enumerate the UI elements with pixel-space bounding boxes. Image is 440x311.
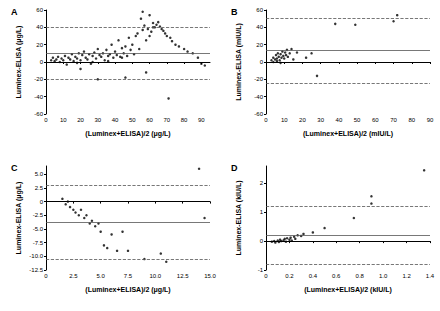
svg-text:30: 30 <box>317 117 324 123</box>
svg-text:0.4: 0.4 <box>309 273 318 279</box>
svg-text:40: 40 <box>256 24 263 30</box>
svg-text:-60: -60 <box>254 111 263 117</box>
svg-text:50: 50 <box>354 117 361 123</box>
svg-text:10: 10 <box>281 117 288 123</box>
svg-text:-40: -40 <box>254 94 263 100</box>
svg-text:0: 0 <box>44 117 48 123</box>
svg-text:20: 20 <box>77 117 84 123</box>
svg-text:C: C <box>11 163 18 173</box>
svg-text:(Luminex+ELISA)/2 (mIU/L): (Luminex+ELISA)/2 (mIU/L) <box>303 130 393 138</box>
svg-text:(Luminex+ELISA)/2 (kIU/L): (Luminex+ELISA)/2 (kIU/L) <box>304 286 392 294</box>
svg-text:D: D <box>231 163 238 173</box>
svg-text:Luminex-ELISA (mIU/L): Luminex-ELISA (mIU/L) <box>235 23 243 101</box>
svg-text:12.5: 12.5 <box>177 273 189 279</box>
svg-text:40: 40 <box>336 117 343 123</box>
svg-text:1.2: 1.2 <box>402 273 411 279</box>
svg-text:-40: -40 <box>34 94 43 100</box>
svg-text:-1: -1 <box>258 267 264 273</box>
svg-text:50: 50 <box>129 117 136 123</box>
svg-text:-20: -20 <box>34 76 43 82</box>
svg-text:Luminex-ELISA (kIU/L): Luminex-ELISA (kIU/L) <box>235 180 243 255</box>
svg-text:70: 70 <box>390 117 397 123</box>
svg-text:(Luminex+ELISA)/2 (μg/L): (Luminex+ELISA)/2 (μg/L) <box>85 130 170 138</box>
svg-text:-60: -60 <box>34 111 43 117</box>
svg-text:A: A <box>11 7 18 17</box>
svg-text:0: 0 <box>264 273 268 279</box>
svg-text:20: 20 <box>299 117 306 123</box>
svg-text:B: B <box>231 7 238 17</box>
svg-text:-20: -20 <box>254 76 263 82</box>
svg-text:60: 60 <box>146 117 153 123</box>
svg-text:0.2: 0.2 <box>285 273 294 279</box>
svg-text:20: 20 <box>256 42 263 48</box>
svg-text:0: 0 <box>260 238 264 244</box>
svg-text:5.0: 5.0 <box>35 171 44 177</box>
svg-text:60: 60 <box>372 117 379 123</box>
svg-text:60: 60 <box>256 7 263 13</box>
svg-text:-10.0: -10.0 <box>29 253 43 259</box>
svg-text:0: 0 <box>40 199 44 205</box>
svg-text:(Luminex+ELISA)/2 (μg/L): (Luminex+ELISA)/2 (μg/L) <box>85 286 170 294</box>
svg-text:80: 80 <box>181 117 188 123</box>
svg-text:0.8: 0.8 <box>356 273 365 279</box>
svg-text:40: 40 <box>112 117 119 123</box>
svg-text:-12.5: -12.5 <box>29 267 43 273</box>
svg-text:0.6: 0.6 <box>332 273 341 279</box>
svg-text:0: 0 <box>264 117 268 123</box>
svg-text:1.4: 1.4 <box>426 273 435 279</box>
svg-text:80: 80 <box>408 117 415 123</box>
svg-text:40: 40 <box>36 24 43 30</box>
svg-text:0: 0 <box>260 59 264 65</box>
svg-text:2.5: 2.5 <box>69 273 78 279</box>
svg-text:0: 0 <box>44 273 48 279</box>
svg-text:90: 90 <box>198 117 205 123</box>
svg-text:-2.5: -2.5 <box>33 212 44 218</box>
svg-text:Luminex-ELISA (μg/L): Luminex-ELISA (μg/L) <box>15 182 23 255</box>
svg-text:2: 2 <box>260 180 264 186</box>
svg-text:Luminex-ELISA (μg/L): Luminex-ELISA (μg/L) <box>15 26 23 99</box>
svg-text:7.5: 7.5 <box>124 273 133 279</box>
svg-text:60: 60 <box>36 7 43 13</box>
svg-text:5.0: 5.0 <box>96 273 105 279</box>
svg-text:0: 0 <box>40 59 44 65</box>
svg-text:2.5: 2.5 <box>35 185 44 191</box>
svg-text:1: 1 <box>260 209 264 215</box>
svg-text:20: 20 <box>36 42 43 48</box>
svg-text:-5.0: -5.0 <box>33 226 44 232</box>
svg-text:10.0: 10.0 <box>149 273 161 279</box>
svg-text:15.0: 15.0 <box>204 273 216 279</box>
svg-text:30: 30 <box>94 117 101 123</box>
svg-text:70: 70 <box>163 117 170 123</box>
svg-text:90: 90 <box>427 117 434 123</box>
svg-text:-7.5: -7.5 <box>33 240 44 246</box>
svg-text:10: 10 <box>60 117 67 123</box>
svg-text:1.0: 1.0 <box>379 273 388 279</box>
